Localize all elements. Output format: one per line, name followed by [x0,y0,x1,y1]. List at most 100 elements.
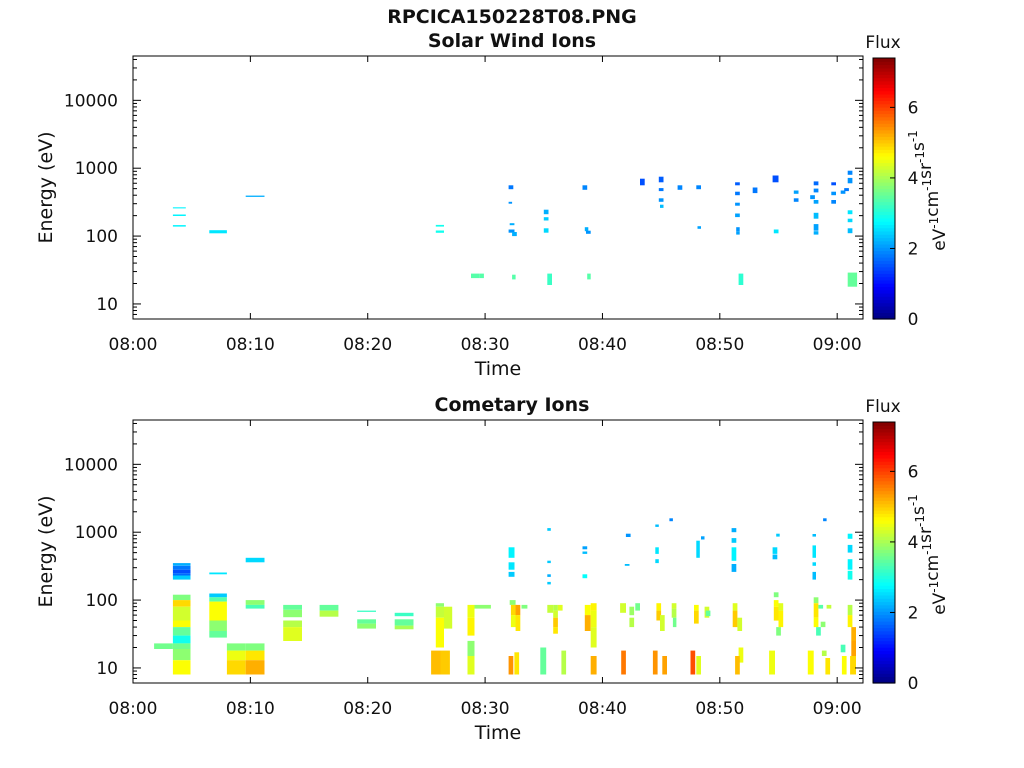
y-axis-label: Energy (eV) [35,495,57,607]
heatmap-cell [813,597,819,604]
heatmap-cell [851,627,856,641]
heatmap-cell [561,650,567,675]
colorbar-segment [873,279,895,284]
heatmap-cell [245,600,265,605]
colorbar-segment [873,444,895,449]
colorbar-segment [873,191,895,196]
colorbar-segment [873,97,895,102]
colorbar-segment [873,467,895,472]
colorbar-segment [873,87,895,92]
colorbar-segment [873,454,895,459]
colorbar-segment [873,588,895,593]
heatmap-cell [209,601,227,621]
heatmap-cell [226,643,246,651]
heatmap-cell [776,627,781,636]
colorbar-segment [873,103,895,108]
colorbar-segment [873,185,895,190]
colorbar-segment [873,510,895,514]
heatmap-cell [440,650,450,675]
heatmap-cell [582,551,588,554]
heatmap-cell [283,620,302,628]
x-axis-label: Time [474,722,522,744]
colorbar-segment [873,299,895,304]
heatmap-cell [813,603,819,618]
heatmap-cell [738,273,744,285]
colorbar-segment [873,428,895,433]
colorbar-segment [873,673,895,678]
panel-title-cometary: Cometary Ions [434,394,590,416]
heatmap-cell [540,647,547,675]
colorbar-segment [873,591,895,596]
x-tick-label: 08:50 [695,699,744,719]
colorbar-segment [873,490,895,495]
colorbar-segment [873,660,895,665]
y-tick-label: 10000 [64,455,118,475]
colorbar-segment [873,519,895,524]
colorbar-segment [873,116,895,121]
heatmap-cell [847,272,858,287]
x-tick-label: 08:00 [109,699,158,719]
colorbar-tick-label: 6 [908,462,919,482]
heatmap-cell [655,547,659,554]
colorbar-segment [873,168,895,173]
heatmap-cell [553,610,558,618]
panel-cometary: 08:00 08:10 08:20 08:30 08:40 08:50 09:00 10 100… [35,397,950,744]
colorbar-segment [873,80,895,85]
heatmap-cell [357,623,376,629]
heatmap-cell [245,650,265,661]
heatmap-cell [818,604,824,609]
colorbar-segment [873,630,895,635]
colorbar-segment [873,448,895,452]
x-tick-label: 09:00 [813,335,862,355]
heatmap-cell [696,540,700,558]
colorbar-segment [873,227,895,232]
colorbar-segment [873,647,895,651]
heatmap-cell [656,610,662,621]
heatmap-cell [841,656,847,675]
x-tick-label: 09:00 [813,699,862,719]
x-tick-label: 08:30 [461,699,510,719]
colorbar-segment [873,240,895,245]
colorbar-segment [873,526,895,531]
colorbar-segment [873,172,895,177]
heatmap-cell [851,640,856,656]
colorbar-segment [873,133,895,137]
heatmap-cell [553,627,558,634]
heatmap-cell [772,554,778,560]
heatmap-cell [509,223,515,226]
heatmap-cell [812,562,816,566]
heatmap-cell [172,225,186,227]
colorbar-segment [873,90,895,95]
y-tick-label: 100 [86,227,118,247]
colorbar-segment [873,575,895,580]
heatmap-cell [172,600,191,607]
heatmap-cell [813,181,819,186]
heatmap-cell [735,202,740,206]
heatmap-cell [172,620,191,628]
heatmap-cell [640,178,645,186]
colorbar-segment [873,123,895,128]
heatmap-cell [732,603,738,611]
heatmap-cell [172,606,191,621]
heatmap-cell [807,650,814,675]
heatmap-cell [671,608,677,618]
colorbar-segment [873,679,895,684]
colorbar-segment [873,283,895,287]
heatmap-cell [172,569,191,573]
colorbar-segment [873,204,895,209]
heatmap-cell [435,230,444,233]
heatmap-cell [635,603,640,611]
heatmap-cell [394,625,414,630]
colorbar-segment [873,621,895,625]
x-tick-label: 08:10 [226,335,275,355]
heatmap-cell [658,188,664,192]
colorbar-segment [873,286,895,291]
heatmap-cell [840,190,846,194]
heatmap-cell [823,518,827,522]
heatmap-cell [813,188,819,193]
colorbar-segment [873,666,895,671]
heatmap-cell [697,226,701,229]
heatmap-cell [521,604,528,609]
heatmap-cell [793,190,799,194]
colorbar-segment [873,536,895,541]
